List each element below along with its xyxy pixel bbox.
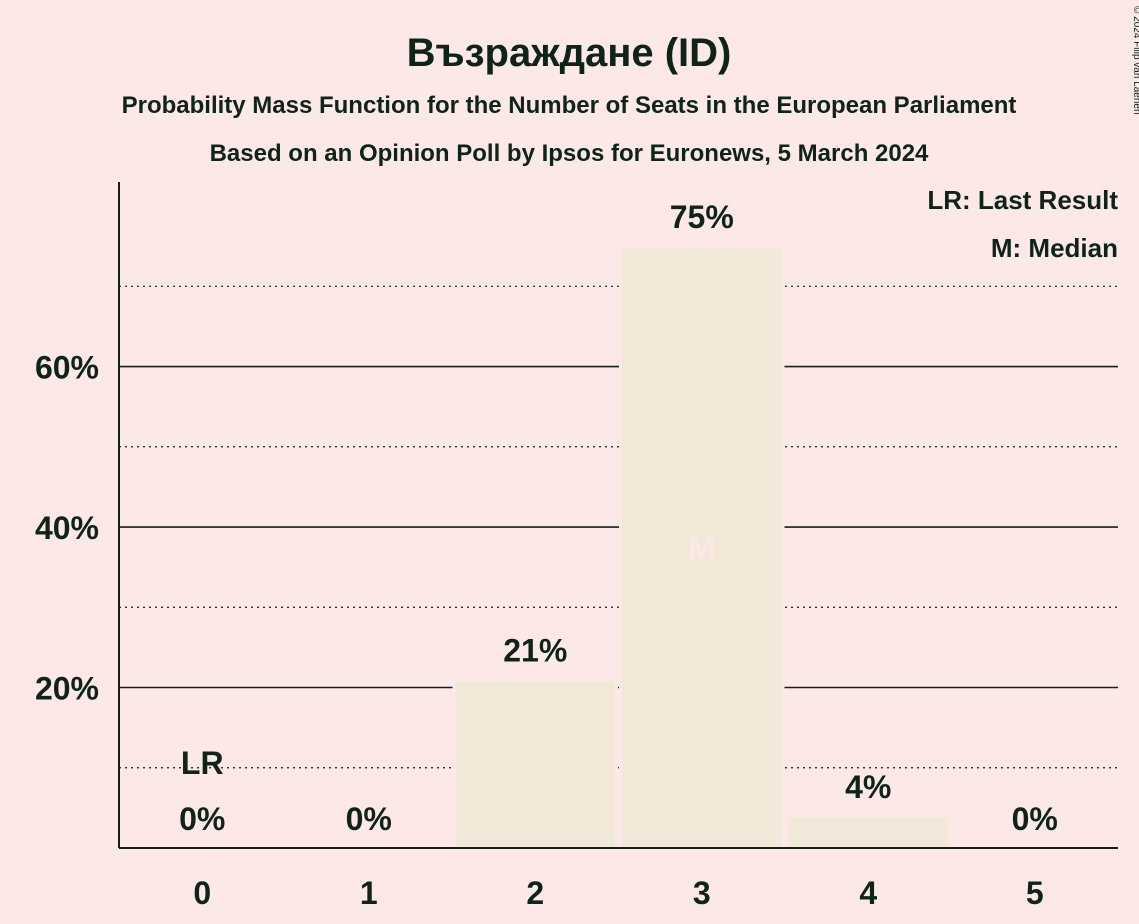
y-tick-label: 20% — [35, 671, 99, 707]
data-label: 75% — [670, 199, 734, 235]
bar — [785, 814, 951, 850]
bars — [452, 244, 951, 850]
median-marker: M — [688, 530, 715, 566]
data-label: 0% — [346, 801, 392, 837]
chart-subtitle-2: Based on an Opinion Poll by Ipsos for Eu… — [210, 140, 929, 167]
bar — [619, 244, 785, 850]
data-label: 0% — [1012, 801, 1058, 837]
axes — [118, 182, 1118, 849]
copyright-text: © 2024 Filip van Laenen — [1131, 6, 1139, 115]
x-tick-label: 2 — [526, 875, 544, 911]
x-tick-label: 3 — [693, 875, 711, 911]
y-tick-label: 40% — [35, 510, 99, 546]
last-result-marker: LR — [181, 745, 224, 781]
data-label: 21% — [503, 632, 567, 668]
gridlines — [119, 285, 1118, 769]
x-tick-label: 4 — [859, 875, 877, 911]
chart-subtitle: Probability Mass Function for the Number… — [122, 92, 1017, 119]
data-label: 0% — [179, 801, 225, 837]
data-label: 4% — [845, 769, 891, 805]
chart-title: Възраждане (ID) — [407, 31, 732, 75]
x-tick-label: 5 — [1026, 875, 1044, 911]
x-tick-label: 0 — [193, 875, 211, 911]
bar — [452, 677, 618, 850]
labels: 20% 40% 60% 0 1 2 3 4 5 0% 0% 21% 75% 4% 0% LR M — [35, 199, 1058, 911]
legend-last-result: LR: Last Result — [927, 185, 1118, 215]
y-tick-label: 60% — [35, 350, 99, 386]
x-tick-label: 1 — [360, 875, 378, 911]
legend-median: M: Median — [991, 233, 1118, 263]
